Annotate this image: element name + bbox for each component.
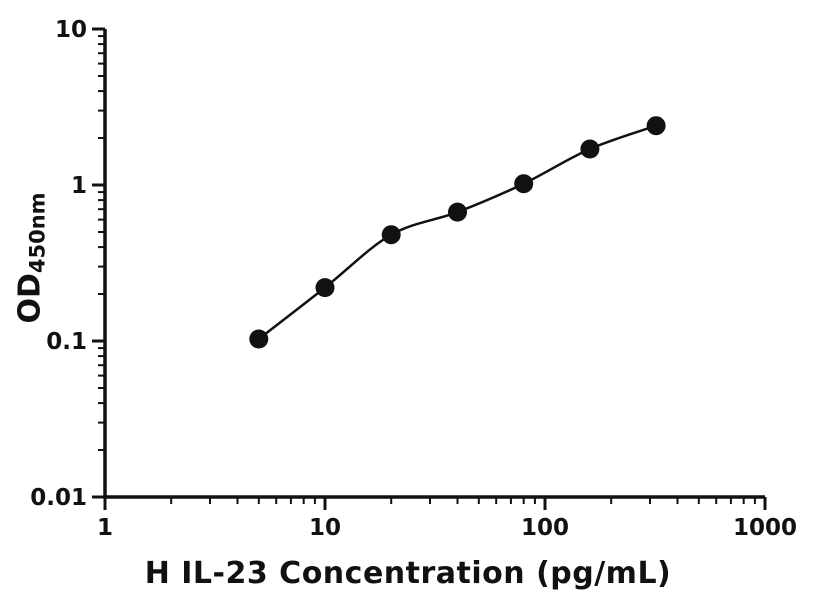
x-axis-title: H IL-23 Concentration (pg/mL) xyxy=(144,556,672,591)
data-point xyxy=(249,329,269,349)
axes-spine xyxy=(103,29,765,499)
y-tick-label: 0.1 xyxy=(46,329,87,355)
x-tick-label: 100 xyxy=(521,515,569,541)
x-tick-label: 1 xyxy=(97,515,113,541)
fit-curve xyxy=(258,124,657,340)
data-point xyxy=(514,174,534,194)
data-point xyxy=(646,116,666,136)
data-point xyxy=(315,278,335,298)
x-tick-label: 10 xyxy=(309,515,341,541)
y-tick-label: 0.01 xyxy=(30,485,87,511)
data-point xyxy=(381,225,401,245)
y-axis-title-subscript: 450nm xyxy=(25,192,50,274)
data-point xyxy=(448,202,467,222)
y-axis-title: OD450nm xyxy=(12,192,50,324)
y-tick-label: 1 xyxy=(71,173,87,199)
y-axis-title-main: OD xyxy=(12,273,48,324)
data-point xyxy=(580,139,600,159)
x-tick-label: 1000 xyxy=(733,515,797,541)
y-tick-label: 10 xyxy=(55,17,87,43)
